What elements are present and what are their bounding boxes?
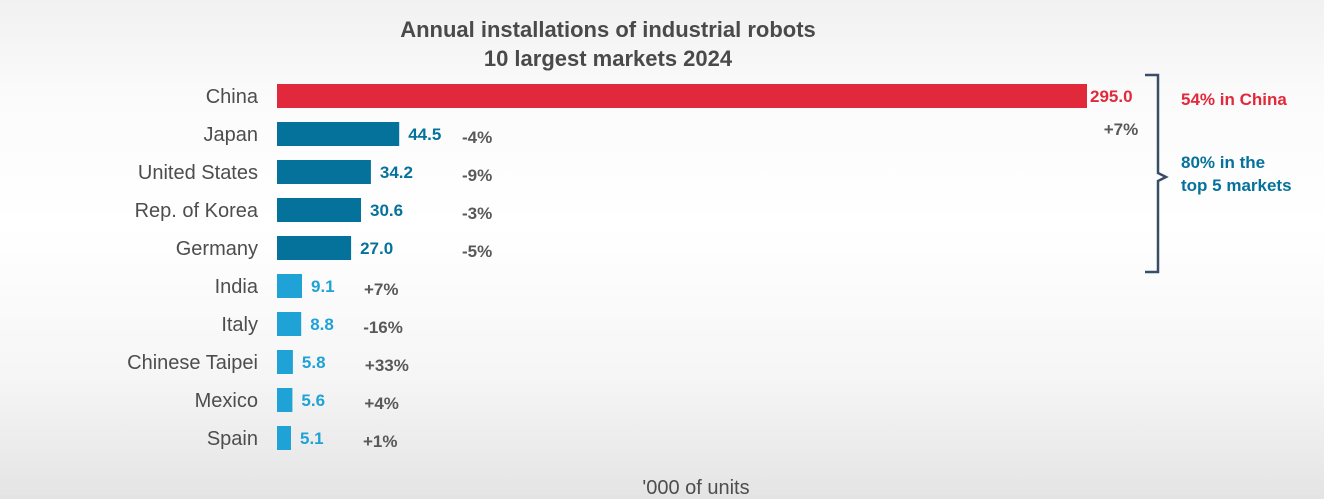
- change-label-china: +7%: [1104, 120, 1139, 139]
- change-label-chinese-taipei: +33%: [365, 356, 409, 375]
- value-label-japan: 44.5: [408, 125, 441, 144]
- change-label-india: +7%: [364, 280, 399, 299]
- value-label-mexico: 5.6: [301, 391, 325, 410]
- category-label-chinese-taipei: Chinese Taipei: [127, 352, 258, 374]
- bar-united-states: [277, 160, 371, 184]
- chart-title-line2: 10 largest markets 2024: [484, 46, 733, 71]
- bar-spain: [277, 426, 291, 450]
- value-label-rep-of-korea: 30.6: [370, 201, 403, 220]
- bar-china: [277, 84, 1087, 108]
- change-label-rep-of-korea: -3%: [462, 204, 492, 223]
- x-axis-label: '000 of units: [642, 477, 749, 499]
- change-label-spain: +1%: [363, 432, 398, 451]
- category-label-rep-of-korea: Rep. of Korea: [135, 200, 259, 222]
- bar-japan: [277, 122, 400, 146]
- annotation-top5-share-line1: 80% in the: [1181, 153, 1265, 172]
- value-label-china: 295.0: [1090, 87, 1133, 106]
- change-label-italy: -16%: [363, 318, 403, 337]
- annotation-china-share: 54% in China: [1181, 90, 1287, 109]
- change-label-japan: -4%: [462, 128, 492, 147]
- change-label-mexico: +4%: [364, 394, 399, 413]
- annotation-top5-share-line2: top 5 markets: [1181, 176, 1292, 195]
- bar-rows: China 295.0 +7% Japan 44.5 -4% United States 34…: [127, 84, 1138, 451]
- change-label-germany: -5%: [462, 242, 492, 261]
- category-label-italy: Italy: [221, 314, 258, 336]
- value-label-chinese-taipei: 5.8: [302, 353, 326, 372]
- category-label-japan: Japan: [204, 124, 259, 146]
- value-label-united-states: 34.2: [380, 163, 413, 182]
- value-label-spain: 5.1: [300, 429, 324, 448]
- value-label-germany: 27.0: [360, 239, 393, 258]
- category-label-india: India: [215, 276, 259, 298]
- bracket: [1145, 73, 1169, 274]
- category-label-germany: Germany: [176, 238, 258, 260]
- bar-india: [277, 274, 302, 298]
- bar-germany: [277, 236, 352, 260]
- category-label-china: China: [206, 86, 259, 108]
- bar-mexico: [277, 388, 293, 412]
- bar-italy: [277, 312, 302, 336]
- bar-chinese-taipei: [277, 350, 293, 374]
- chart-title-line1: Annual installations of industrial robot…: [400, 17, 816, 42]
- bar-rep-of-korea: [277, 198, 361, 222]
- category-label-united-states: United States: [138, 162, 258, 184]
- category-label-spain: Spain: [207, 428, 258, 450]
- value-label-india: 9.1: [311, 277, 335, 296]
- value-label-italy: 8.8: [310, 315, 334, 334]
- category-label-mexico: Mexico: [195, 390, 258, 412]
- change-label-united-states: -9%: [462, 166, 492, 185]
